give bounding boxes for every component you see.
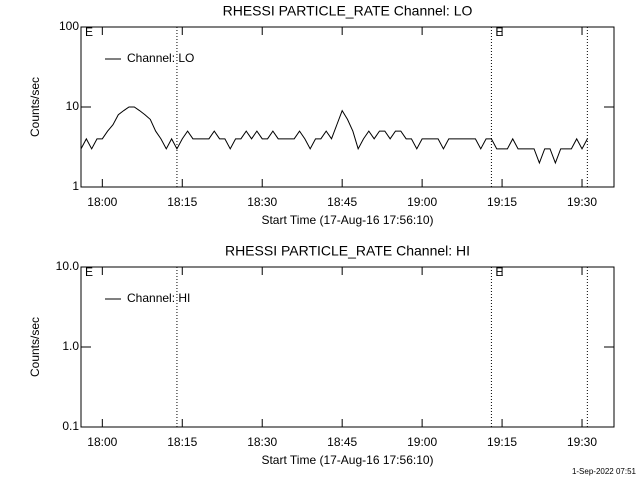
x-tick-label: 19:00 xyxy=(407,435,437,449)
y-axis-label: Counts/sec xyxy=(28,77,42,137)
event-label: E xyxy=(85,265,93,279)
y-tick-label: 10.0 xyxy=(56,259,80,273)
y-tick-label: 1.0 xyxy=(62,339,79,353)
x-axis-label: Start Time (17-Aug-16 17:56:10) xyxy=(261,213,433,227)
x-tick-label: 19:15 xyxy=(487,195,517,209)
x-tick-label: 18:00 xyxy=(87,435,117,449)
x-tick-label: 18:00 xyxy=(87,195,117,209)
x-tick-label: 18:45 xyxy=(327,435,357,449)
data-line xyxy=(80,106,588,165)
y-tick-label: 10 xyxy=(66,99,80,113)
legend-label: Channel: LO xyxy=(127,51,194,65)
y-axis-label: Counts/sec xyxy=(28,317,42,377)
y-tick-label: 100 xyxy=(59,19,79,33)
x-tick-label: 18:45 xyxy=(327,195,357,209)
timestamp: 1-Sep-2022 07:51 xyxy=(572,467,637,476)
y-tick-label: 0.1 xyxy=(62,419,79,433)
event-label: E xyxy=(85,25,93,39)
x-tick-label: 19:30 xyxy=(567,195,597,209)
x-tick-label: 19:00 xyxy=(407,195,437,209)
event-label: E xyxy=(495,25,503,39)
x-tick-label: 19:15 xyxy=(487,435,517,449)
legend-label: Channel: HI xyxy=(127,291,190,305)
x-tick-label: 18:15 xyxy=(167,195,197,209)
event-label: E xyxy=(495,265,503,279)
x-tick-label: 18:15 xyxy=(167,435,197,449)
y-tick-label: 1 xyxy=(72,179,79,193)
x-axis-label: Start Time (17-Aug-16 17:56:10) xyxy=(261,453,433,467)
x-tick-label: 18:30 xyxy=(247,195,277,209)
x-tick-label: 18:30 xyxy=(247,435,277,449)
x-tick-label: 19:30 xyxy=(567,435,597,449)
chart-title: RHESSI PARTICLE_RATE Channel: HI xyxy=(225,243,470,259)
chart-title: RHESSI PARTICLE_RATE Channel: LO xyxy=(223,3,473,19)
